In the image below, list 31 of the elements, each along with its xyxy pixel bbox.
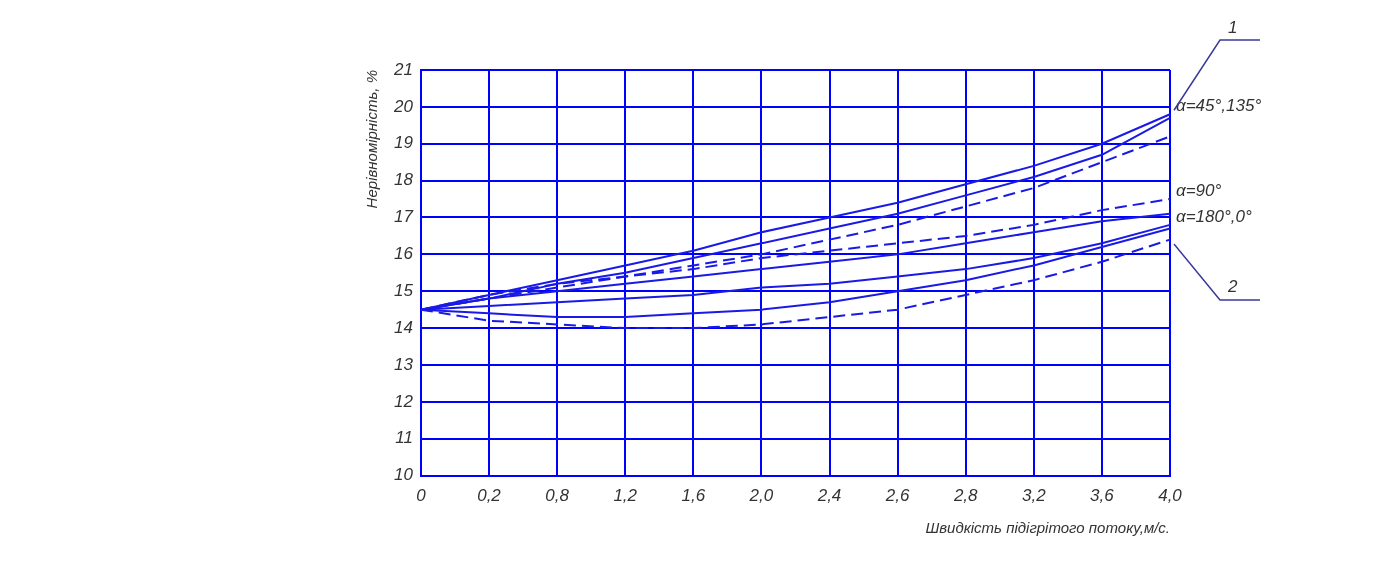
annotation: α=180°,0° — [1176, 206, 1252, 226]
x-tick-label: 1,2 — [613, 485, 638, 505]
y-tick-label: 14 — [393, 317, 413, 337]
y-tick-label: 19 — [393, 133, 414, 153]
y-tick-label: 11 — [395, 428, 413, 448]
x-tick-label: 2,0 — [748, 485, 774, 505]
text: 2 — [1227, 277, 1238, 297]
text: 1 — [1228, 17, 1238, 37]
annotation: α=90° — [1176, 180, 1222, 200]
x-tick-label: 3,6 — [1090, 485, 1115, 505]
y-tick-label: 13 — [393, 354, 414, 374]
x-tick-label: 2,8 — [952, 485, 979, 505]
x-tick-label: 3,2 — [1021, 485, 1047, 505]
x-tick-label: 2,4 — [816, 485, 842, 505]
x-tick-label: 0,8 — [545, 485, 570, 505]
x-tick-label: 1,6 — [681, 485, 706, 505]
x-tick-label: 4,0 — [1158, 485, 1183, 505]
x-tick-label: 0 — [416, 485, 427, 505]
y-tick-label: 17 — [393, 207, 414, 227]
y-tick-label: 10 — [393, 465, 414, 485]
y-axis-title: Нерівномірність, % — [363, 70, 381, 209]
y-tick-label: 15 — [393, 280, 414, 300]
x-axis-title: Швидкість підігрітого потоку,м/с. — [925, 519, 1170, 537]
y-tick-label: 18 — [393, 170, 414, 190]
x-tick-label: 2,6 — [884, 485, 910, 505]
y-tick-label: 12 — [393, 391, 414, 411]
x-tick-label: 0,2 — [477, 485, 502, 505]
annotation: α=45°,135° — [1176, 95, 1262, 115]
y-tick-label: 20 — [392, 96, 414, 116]
y-tick-label: 16 — [393, 244, 414, 264]
y-tick-label: 21 — [392, 59, 413, 79]
